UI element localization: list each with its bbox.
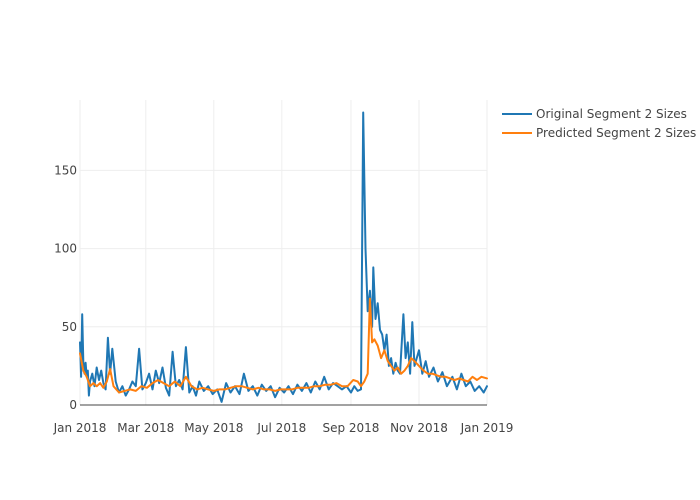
x-tick-label: Mar 2018 xyxy=(117,421,174,435)
legend-item-predicted[interactable]: Predicted Segment 2 Sizes xyxy=(502,126,696,140)
x-axis-ticks: Jan 2018 Mar 2018 May 2018 Jul 2018 Sep 2018… xyxy=(53,421,514,435)
x-tick-label: Jan 2019 xyxy=(460,421,514,435)
series-layer xyxy=(79,111,488,403)
x-tick-label: Sep 2018 xyxy=(322,421,379,435)
y-axis-ticks: 0 50 100 150 xyxy=(54,163,77,412)
x-tick-label: Nov 2018 xyxy=(390,421,448,435)
x-tick-label: Jan 2018 xyxy=(53,421,107,435)
legend-label: Original Segment 2 Sizes xyxy=(536,107,687,121)
series-line-original[interactable] xyxy=(79,111,488,403)
legend-item-original[interactable]: Original Segment 2 Sizes xyxy=(502,107,687,121)
x-gridlines xyxy=(79,100,488,405)
y-gridlines xyxy=(80,169,487,328)
legend[interactable]: Original Segment 2 Sizes Predicted Segmen… xyxy=(502,107,696,140)
y-tick-label: 50 xyxy=(62,320,77,334)
x-tick-label: May 2018 xyxy=(184,421,243,435)
x-tick-label: Jul 2018 xyxy=(256,421,306,435)
y-tick-label: 0 xyxy=(69,398,77,412)
legend-label: Predicted Segment 2 Sizes xyxy=(536,126,696,140)
y-tick-label: 100 xyxy=(54,242,77,256)
series-line-predicted[interactable] xyxy=(79,297,488,394)
y-tick-label: 150 xyxy=(54,163,77,177)
